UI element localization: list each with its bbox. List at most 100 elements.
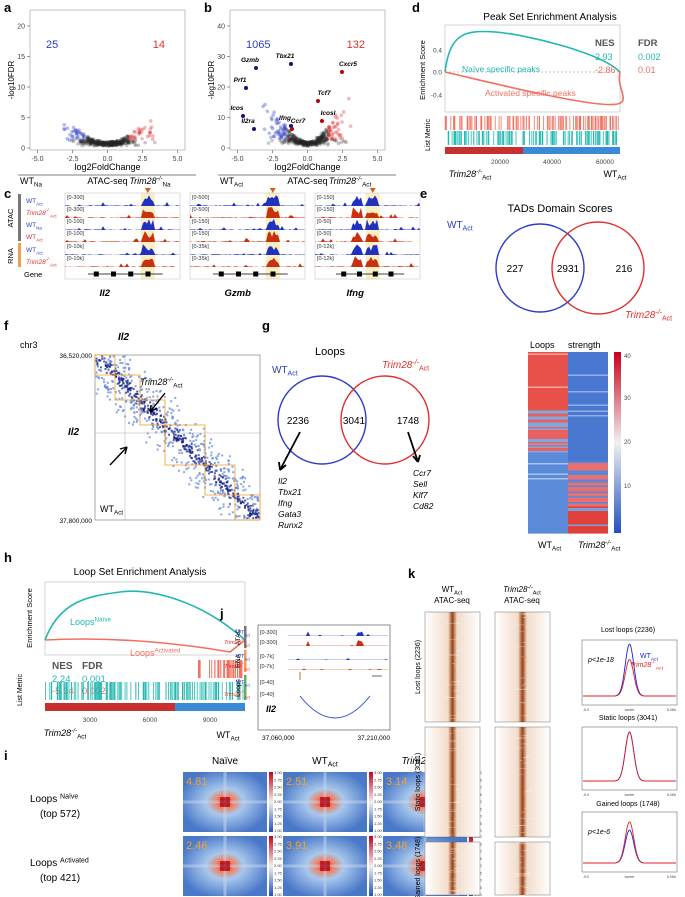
contact (145, 396, 148, 399)
contact (189, 439, 192, 442)
contact (185, 468, 188, 471)
point (286, 141, 291, 146)
gene-label: Il2 (68, 427, 80, 438)
point (124, 137, 128, 141)
heat-row (528, 445, 568, 447)
contact (207, 472, 210, 475)
heat-row (568, 502, 608, 504)
contact (215, 481, 218, 484)
heat-row (568, 434, 608, 437)
heat-row (568, 404, 608, 407)
point (85, 136, 90, 141)
contact (136, 410, 139, 413)
heat-row (568, 493, 608, 495)
heat-row (568, 496, 608, 498)
heat-row (528, 466, 568, 468)
point (294, 136, 298, 140)
heat-row (568, 385, 608, 387)
label-text: Trim28 (140, 377, 167, 387)
point (80, 141, 84, 145)
contact (248, 516, 251, 519)
label-sup: -/- (157, 176, 163, 183)
point (62, 127, 67, 132)
contact (129, 358, 132, 361)
point (122, 137, 127, 141)
point (98, 142, 103, 147)
heat-row (568, 487, 608, 489)
contact (155, 390, 158, 393)
contact (122, 381, 125, 384)
track-label: Trim28-/-Act (224, 690, 251, 700)
point (333, 113, 338, 117)
point (303, 140, 308, 144)
point (302, 139, 307, 144)
range-label: [0-10k] (67, 244, 84, 250)
contact (155, 425, 158, 428)
contact (214, 492, 217, 495)
heat-row (528, 440, 568, 443)
heat-row (528, 530, 568, 533)
track-label: WTAct (236, 680, 251, 688)
gene-name: Gzmb (225, 288, 252, 299)
point (305, 141, 309, 146)
contact (169, 440, 172, 443)
point (114, 141, 119, 146)
point (98, 141, 103, 146)
heat-row (568, 472, 608, 474)
contact (139, 388, 142, 391)
contact (140, 380, 143, 383)
point (95, 141, 100, 145)
exon (388, 271, 394, 277)
point (279, 134, 284, 139)
point (130, 134, 135, 138)
contact (171, 441, 174, 444)
point (116, 141, 121, 145)
point (328, 130, 332, 134)
contact (161, 425, 164, 428)
apa-score: 2.51 (286, 776, 307, 788)
range-label: [0-10k] (67, 256, 84, 262)
contact (213, 475, 216, 478)
point (322, 141, 327, 146)
point (91, 139, 96, 144)
point (279, 136, 283, 140)
contact (133, 415, 136, 418)
heat-row (528, 409, 568, 411)
point (280, 141, 285, 146)
contact (228, 496, 231, 499)
contact (100, 376, 103, 379)
point (95, 141, 100, 146)
heat-row (528, 398, 568, 401)
contact (161, 418, 164, 421)
point (114, 141, 119, 146)
contact (135, 402, 138, 405)
contact (112, 355, 115, 358)
label-sup: -/- (651, 660, 656, 666)
contact (208, 467, 211, 470)
contact (114, 374, 117, 377)
heat-row (568, 392, 608, 395)
point (115, 139, 119, 143)
point (283, 123, 287, 127)
point (292, 137, 297, 142)
point (122, 136, 126, 141)
point (298, 140, 302, 145)
range-label: [0-100] (67, 231, 85, 237)
contact (204, 460, 207, 463)
point (290, 140, 294, 145)
colorbar-label: 2.00 (374, 863, 383, 868)
label-text: Trim28 (224, 664, 242, 670)
contact (210, 483, 213, 486)
point (296, 141, 301, 146)
point (289, 137, 294, 141)
gene-name: Ifng (347, 288, 365, 299)
panel-frame (257, 624, 391, 731)
point (271, 134, 276, 139)
contact (122, 366, 125, 369)
label-text: WT (272, 365, 288, 376)
heat-row (528, 512, 568, 515)
group-bar (244, 650, 247, 672)
contact (215, 456, 218, 459)
contact (116, 371, 119, 374)
point (270, 126, 275, 131)
